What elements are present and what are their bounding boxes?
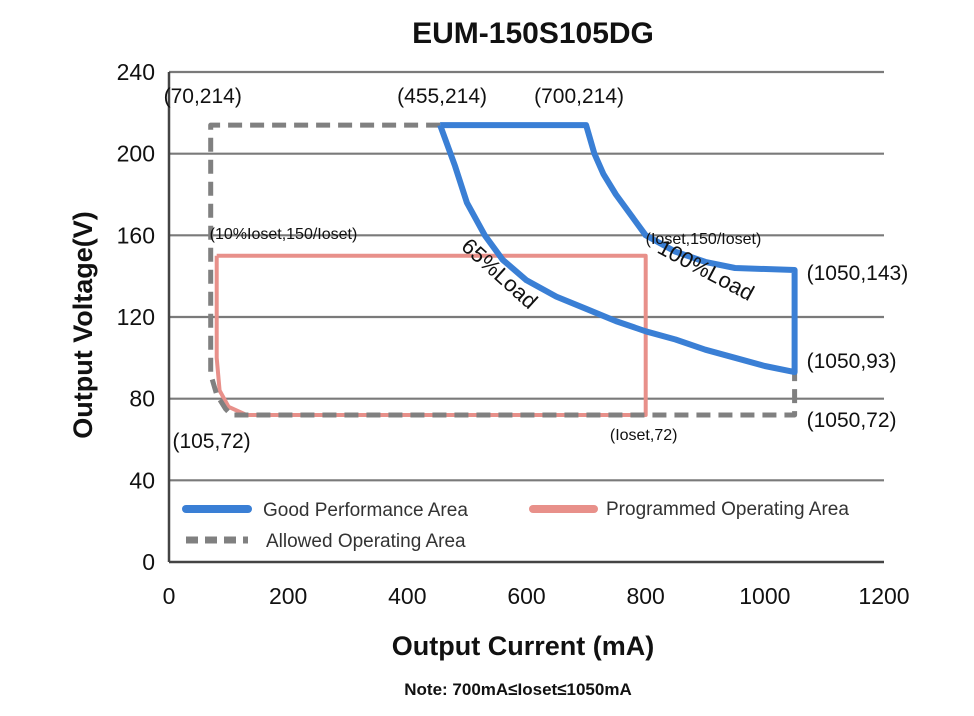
legend-label-good: Good Performance Area xyxy=(263,500,468,521)
series-good-performance-area xyxy=(437,122,798,376)
y-tick-label: 80 xyxy=(129,386,155,412)
series-allowed-operating-area xyxy=(208,122,798,418)
annotation-label: (1050,93) xyxy=(807,350,897,373)
annotation-label: (10%Ioset,150/Ioset) xyxy=(210,226,358,243)
y-tick-labels: 0 40 80 120 160 200 240 xyxy=(117,59,155,575)
x-axis-title: Output Current (mA) xyxy=(392,631,654,661)
y-axis-title: Output Voltage(V) xyxy=(68,211,98,438)
x-tick-label: 1000 xyxy=(739,583,790,609)
chart-title: EUM-150S105DG xyxy=(412,17,654,50)
y-tick-label: 40 xyxy=(129,467,155,493)
y-tick-label: 240 xyxy=(117,59,155,85)
series-group xyxy=(208,122,798,418)
series-programmed-operating-area xyxy=(214,253,648,417)
annotation-label: (Ioset,150/Ioset) xyxy=(646,231,762,248)
annotation-label: (1050,143) xyxy=(807,262,909,285)
x-tick-labels: 0 200 400 600 800 1000 1200 xyxy=(163,583,910,609)
x-tick-label: 600 xyxy=(507,583,545,609)
annotations: (70,214) (455,214) (700,214) (10%Ioset,150/… xyxy=(164,85,909,453)
annotation-label: (105,72) xyxy=(172,430,250,453)
y-tick-label: 200 xyxy=(117,141,155,167)
annotation-label: (700,214) xyxy=(534,85,624,108)
legend-label-allowed: Allowed Operating Area xyxy=(266,531,466,552)
note: Note: 700mA≤Ioset≤1050mA xyxy=(404,680,631,699)
annotation-label: (1050,72) xyxy=(807,409,897,432)
x-tick-label: 800 xyxy=(626,583,664,609)
y-tick-label: 120 xyxy=(117,304,155,330)
axes xyxy=(167,72,884,564)
y-tick-label: 0 xyxy=(142,549,155,575)
x-tick-label: 0 xyxy=(163,583,176,609)
curve-label-65-load: 65%Load xyxy=(457,233,543,314)
grid xyxy=(169,70,884,482)
x-tick-label: 1200 xyxy=(858,583,909,609)
x-tick-label: 200 xyxy=(269,583,307,609)
annotation-label: (70,214) xyxy=(164,85,242,108)
annotation-label: (Ioset,72) xyxy=(610,427,678,444)
y-tick-label: 160 xyxy=(117,222,155,248)
annotation-label: (455,214) xyxy=(397,85,487,108)
legend-label-programmed: Programmed Operating Area xyxy=(606,499,849,520)
x-tick-label: 400 xyxy=(388,583,426,609)
legend: Good Performance Area Programmed Operati… xyxy=(182,499,849,552)
